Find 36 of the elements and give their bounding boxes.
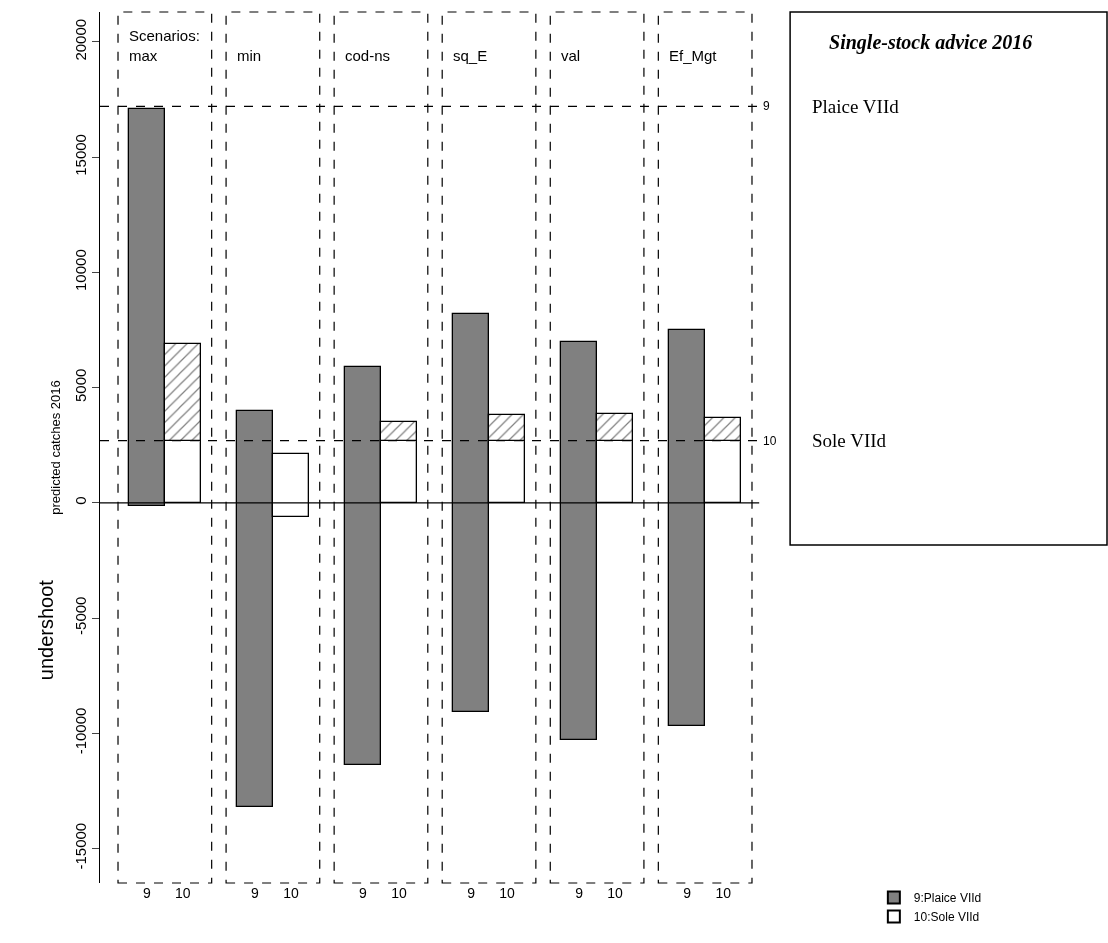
legend-label: 10:Sole VIId [913,910,980,925]
y-tick-label: 5000 [72,368,89,403]
annotation: sq_E [453,47,488,64]
x-tick-label: 9 [467,885,476,901]
x-tick-label: 10 [499,885,516,901]
x-tick-label: 9 [359,885,368,901]
legend-label: 9:Plaice VIId [913,891,982,906]
text: Plaice VIId [812,96,900,117]
text: 9 [763,99,770,113]
y-tick-label: -5000 [72,596,89,635]
x-tick-label: 9 [250,885,259,901]
x-tick-label: 10 [715,885,732,901]
x-tick-label: 9 [142,885,151,901]
annotation: min [237,47,262,64]
annotation: Ef_Mgt [669,47,718,64]
x-tick-label: 10 [607,885,624,901]
annotation: max [129,47,158,64]
text: Single-stock advice 2016 [829,31,1033,55]
x-tick-label: 10 [175,885,191,901]
y-tick-label: -15000 [72,822,89,870]
annotation: Scenarios: [129,27,200,44]
y-tick-label: 10000 [72,249,89,291]
y-tick-label: -10000 [72,707,89,755]
x-tick-label: 10 [283,885,299,901]
text: undershoot [34,579,57,681]
annotation: val [561,47,581,64]
y-tick-label: 20000 [72,18,89,61]
x-tick-label: 9 [683,885,692,901]
x-tick-label: 9 [575,885,584,901]
y-tick-label: 15000 [72,134,89,176]
y-tick-label: 0 [72,496,89,505]
x-tick-label: 10 [391,885,407,901]
text: 10 [763,434,777,448]
text: Sole VIId [812,430,887,451]
annotation: cod-ns [345,47,391,64]
y-axis-title: predicted catches 2016 [47,380,63,515]
